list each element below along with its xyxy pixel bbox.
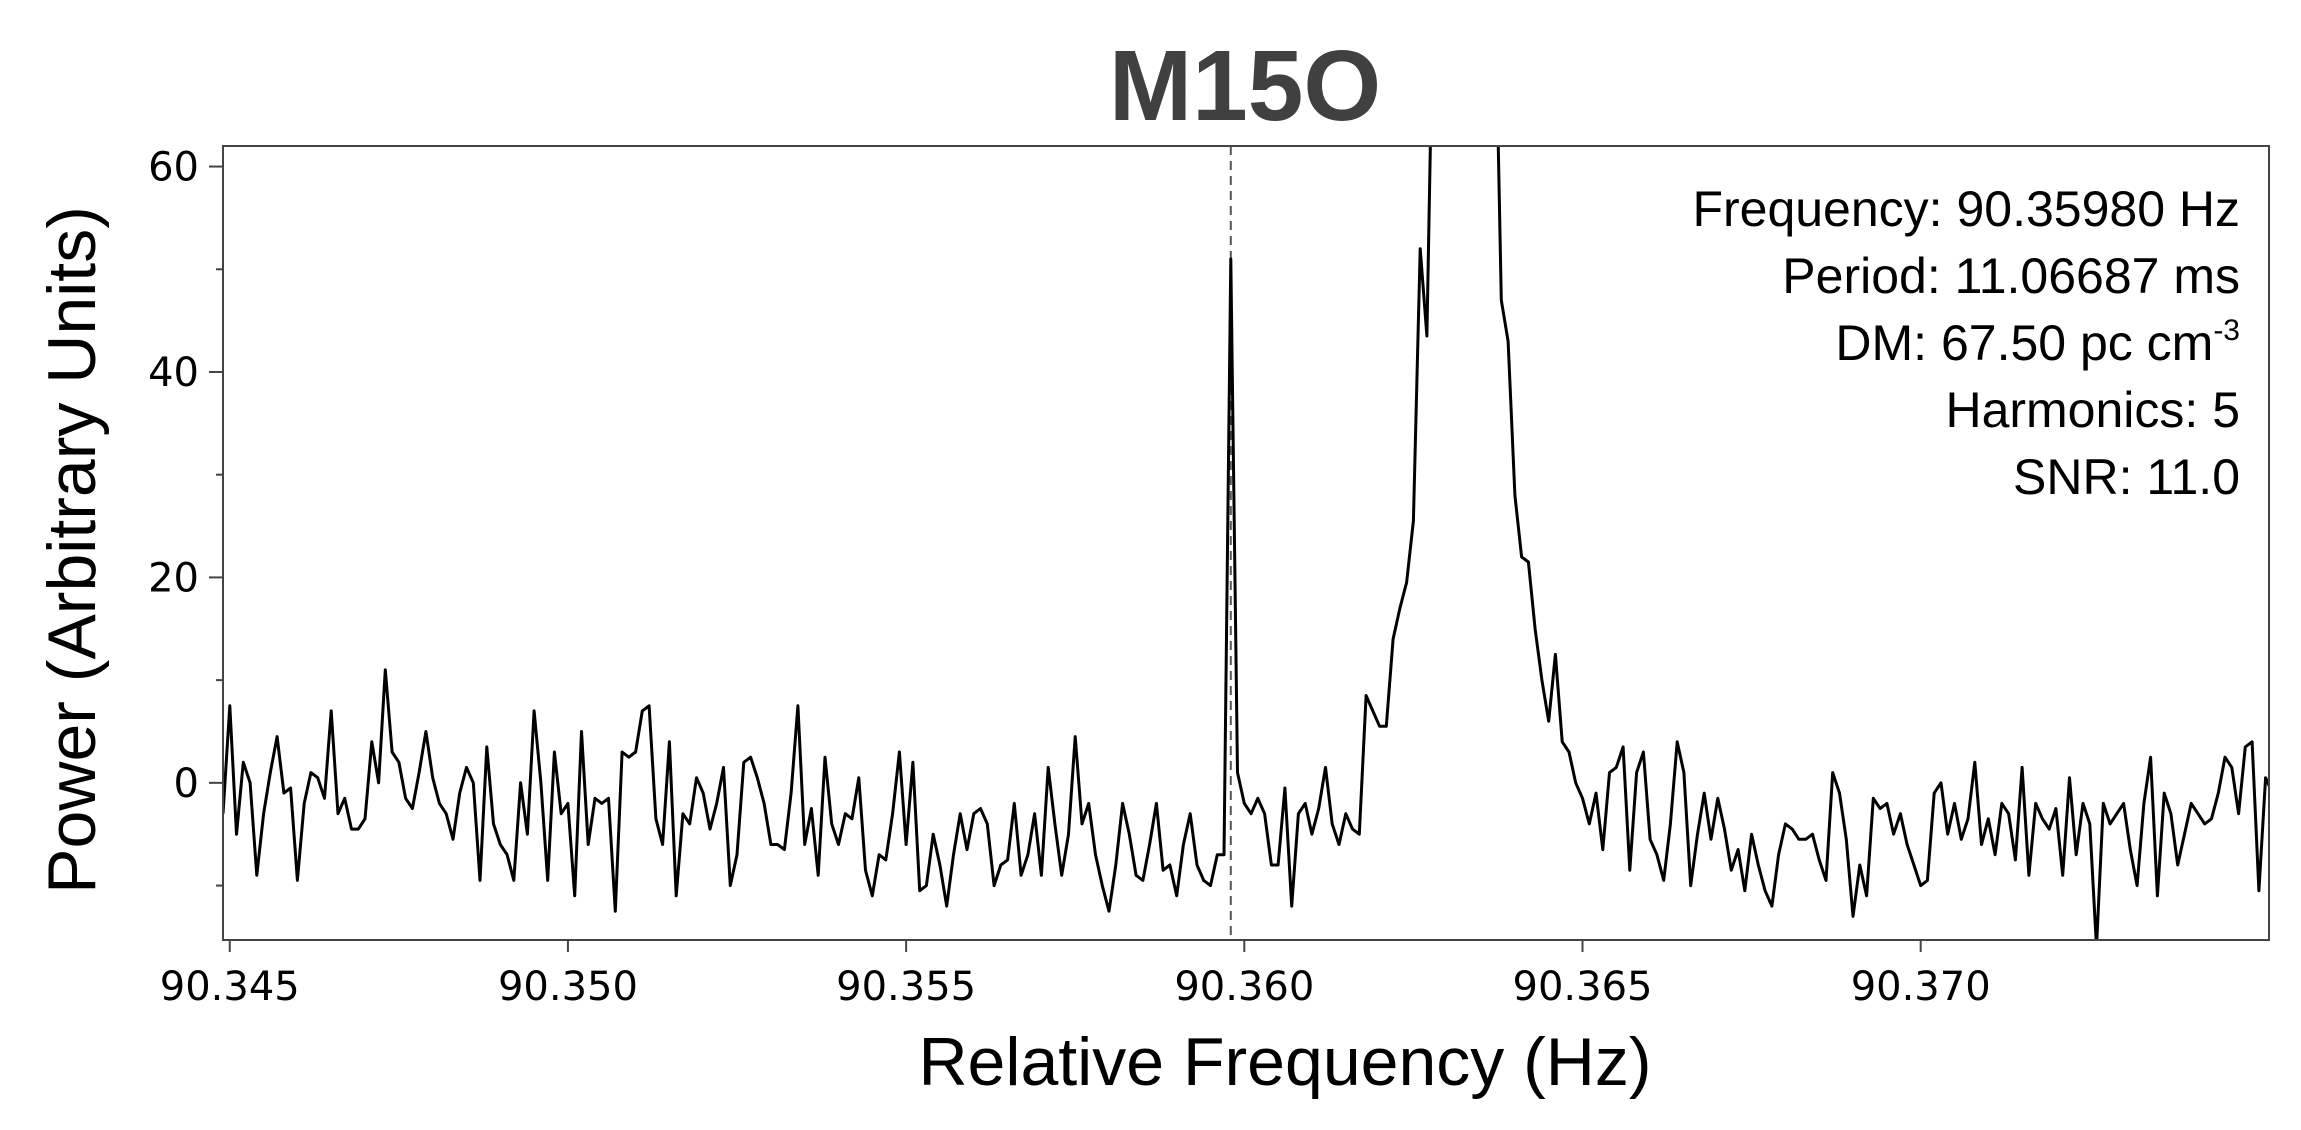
x-tick-label: 90.355 (836, 964, 976, 1010)
annotation-line: DM: 67.50 pc cm-3 (1835, 314, 2240, 371)
x-tick-label: 90.370 (1851, 964, 1991, 1010)
x-tick-label: 90.360 (1174, 964, 1314, 1010)
plot-frame (222, 145, 2270, 941)
y-tick-label: 60 (148, 145, 199, 191)
y-tick-label: 40 (148, 350, 199, 396)
x-tick-label: 90.365 (1513, 964, 1653, 1010)
candidate-info: Frequency: 90.35980 Hz Period: 11.06687 m… (1692, 181, 2240, 505)
annotation-line: Period: 11.06687 ms (1782, 248, 2240, 304)
y-axis-label: Power (Arbitrary Units) (34, 206, 110, 894)
annotation-line: SNR: 11.0 (2013, 449, 2240, 505)
annotation-line: Harmonics: 5 (1945, 382, 2240, 438)
power-spectrum-line (223, 146, 2269, 940)
x-tick-label: 90.350 (498, 964, 638, 1010)
y-tick-label: 20 (148, 555, 199, 601)
x-axis: 90.345 90.350 90.355 90.360 90.365 90.370 (160, 940, 1991, 1010)
x-tick-label: 90.345 (160, 964, 300, 1010)
y-axis: 0 20 40 60 (148, 145, 223, 887)
y-tick-label: 0 (174, 761, 199, 807)
chart-title: M15O (1109, 30, 1381, 142)
annotation-line: Frequency: 90.35980 Hz (1692, 181, 2240, 237)
x-axis-label: Relative Frequency (Hz) (918, 1024, 1651, 1100)
